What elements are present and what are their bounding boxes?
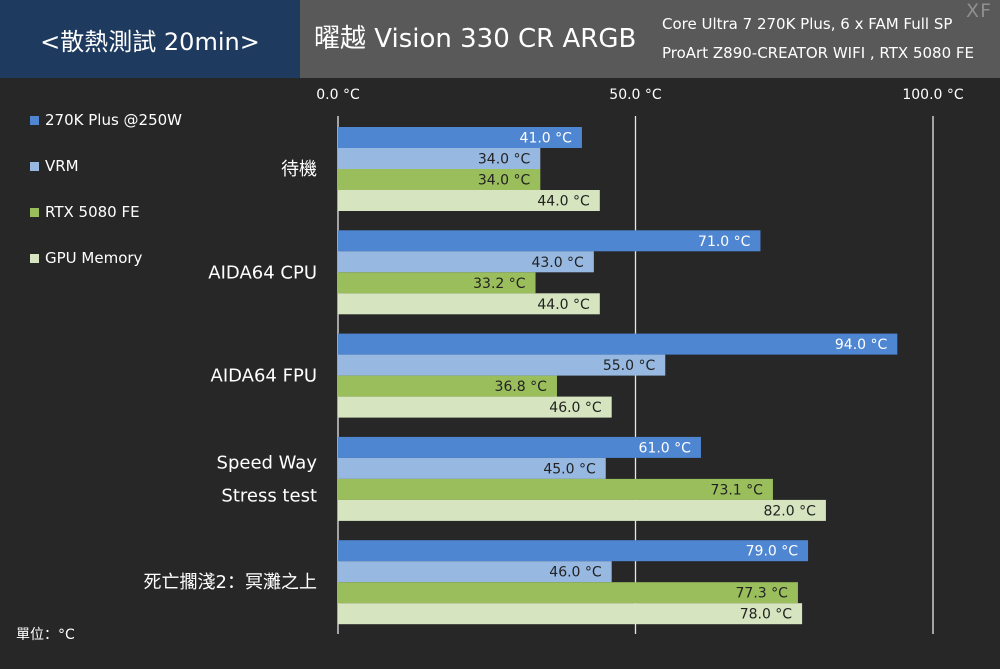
bar-value-label: 36.8 °C xyxy=(495,379,548,395)
bar-value-label: 46.0 °C xyxy=(549,565,602,581)
bar-value-label: 41.0 °C xyxy=(520,131,573,147)
bar xyxy=(338,127,582,148)
spec-line-1: Core Ultra 7 270K Plus, 6 x FAM Full SP xyxy=(662,15,953,33)
axis-tick-label: 100.0 °C xyxy=(902,87,964,103)
bar-value-label: 77.3 °C xyxy=(736,586,789,602)
test-title: <散熱測試 20min> xyxy=(40,27,260,56)
category-label: Stress test xyxy=(221,485,317,506)
legend-label: VRM xyxy=(45,157,79,175)
axis-tick-label: 0.0 °C xyxy=(316,87,360,103)
legend-swatch xyxy=(30,253,39,263)
category-label: AIDA64 CPU xyxy=(208,262,317,283)
bar-value-label: 94.0 °C xyxy=(835,337,888,353)
legend-label: RTX 5080 FE xyxy=(45,203,140,221)
bar xyxy=(338,540,809,562)
category-label: Speed Way xyxy=(217,452,318,473)
bar-value-label: 55.0 °C xyxy=(603,358,656,374)
bar-value-label: 43.0 °C xyxy=(531,255,584,271)
product-banner: 曜越 Vision 330 CR ARGB Core Ultra 7 270K … xyxy=(300,0,1000,78)
category-label: 死亡擱淺2：冥灘之上 xyxy=(144,572,317,593)
product-name: 曜越 Vision 330 CR ARGB xyxy=(314,24,637,54)
bar xyxy=(338,457,606,479)
category-label: AIDA64 FPU xyxy=(211,366,318,387)
legend-item: 270K Plus @250W xyxy=(30,110,182,130)
legend-swatch xyxy=(30,161,39,171)
bar-value-label: 34.0 °C xyxy=(478,173,531,189)
legend-label: 270K Plus @250W xyxy=(45,111,182,129)
bar xyxy=(338,293,600,315)
bar xyxy=(338,436,701,458)
bar xyxy=(338,478,773,500)
bar xyxy=(338,354,666,376)
legend-swatch xyxy=(30,115,39,125)
category-label: 待機 xyxy=(281,159,317,180)
bar xyxy=(338,190,600,211)
bar xyxy=(338,272,536,294)
bar xyxy=(338,396,612,418)
bar xyxy=(338,169,541,190)
bar xyxy=(338,582,798,604)
bar-value-label: 45.0 °C xyxy=(543,461,596,477)
bar-value-label: 44.0 °C xyxy=(537,297,590,313)
legend-swatch xyxy=(30,207,39,217)
bar xyxy=(338,230,761,252)
bar-value-label: 73.1 °C xyxy=(711,482,764,498)
bar-value-label: 78.0 °C xyxy=(740,607,793,623)
bar-value-label: 61.0 °C xyxy=(639,440,692,456)
legend-label: GPU Memory xyxy=(45,249,143,267)
bar-value-label: 71.0 °C xyxy=(698,234,751,250)
axis-tick-label: 50.0 °C xyxy=(609,87,662,103)
bar xyxy=(338,375,557,397)
bar xyxy=(338,333,898,355)
legend-item: RTX 5080 FE xyxy=(30,202,182,222)
chart-legend: 270K Plus @250W VRM RTX 5080 FE GPU Memo… xyxy=(30,110,182,294)
legend-item: GPU Memory xyxy=(30,248,182,268)
test-title-banner: <散熱測試 20min> xyxy=(0,0,300,78)
bar-value-label: 79.0 °C xyxy=(746,544,799,560)
bar-value-label: 46.0 °C xyxy=(549,400,602,416)
bar xyxy=(338,603,803,625)
bar xyxy=(338,251,594,273)
bar xyxy=(338,499,826,521)
bar-value-label: 82.0 °C xyxy=(763,503,816,519)
bar-value-label: 33.2 °C xyxy=(473,276,526,292)
unit-note: 單位：°C xyxy=(16,627,75,643)
bar xyxy=(338,561,612,583)
legend-item: VRM xyxy=(30,156,182,176)
bar xyxy=(338,148,541,169)
watermark-logo: XF xyxy=(966,0,992,22)
spec-line-2: ProArt Z890-CREATOR WIFI , RTX 5080 FE xyxy=(662,44,975,62)
bar-value-label: 44.0 °C xyxy=(537,194,590,210)
bar-value-label: 34.0 °C xyxy=(478,152,531,168)
